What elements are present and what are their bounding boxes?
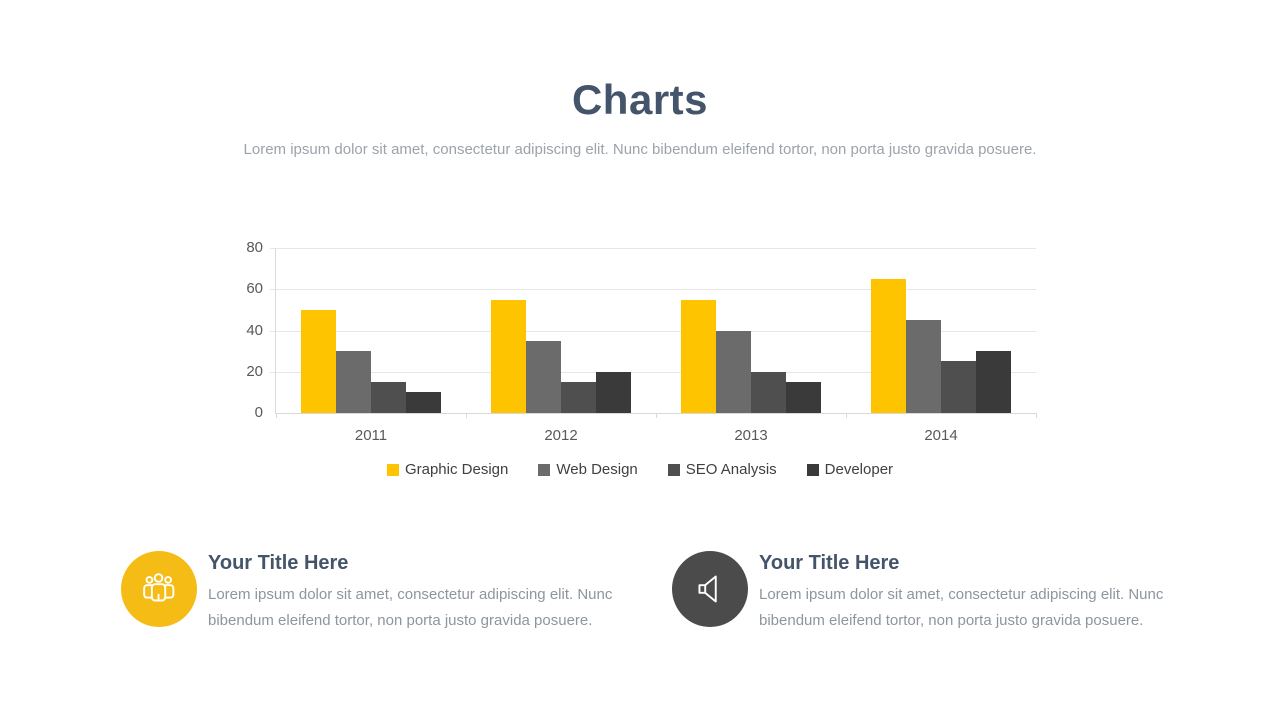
feature-body: Lorem ipsum dolor sit amet, consectetur … [759, 586, 1164, 629]
speaker-icon [672, 551, 748, 627]
grid-line [270, 371, 1036, 373]
x-axis-tick [656, 413, 657, 418]
x-axis-tick [846, 413, 847, 418]
y-axis-label: 0 [254, 404, 263, 421]
x-axis-tick [276, 413, 277, 418]
bar [681, 299, 716, 413]
x-axis-tick [466, 413, 467, 418]
y-axis-label: 60 [246, 280, 263, 298]
x-axis-label: 2013 [734, 427, 768, 444]
legend-item: SEO Analysis [667, 461, 777, 478]
bar [716, 330, 751, 413]
y-axis-label: 80 [246, 239, 263, 256]
legend-swatch [386, 463, 399, 476]
legend-label: Web Design [556, 461, 638, 478]
x-axis-label: 2014 [924, 427, 958, 444]
legend-item: Web Design [538, 461, 638, 478]
feature-block: Your Title Here Lorem ipsum dolor sit am… [208, 551, 650, 634]
feature-title: Your Title Here [208, 552, 349, 574]
feature-block: Your Title Here Lorem ipsum dolor sit am… [759, 551, 1201, 634]
y-axis-label: 20 [246, 362, 263, 380]
bar [786, 382, 821, 413]
bar [371, 382, 406, 413]
bar [941, 361, 976, 413]
page-title: Charts [571, 76, 709, 123]
legend-swatch [538, 463, 551, 476]
bar [751, 371, 786, 413]
legend-item: Developer [806, 461, 894, 478]
chart-plot-area: 0 20 40 60 80 2011 2012 2013 2014 [246, 239, 1037, 444]
grid-line [270, 289, 1036, 291]
legend-label: Developer [824, 461, 894, 478]
grid-line [270, 248, 1036, 249]
grid-line [270, 330, 1036, 332]
bar [336, 351, 371, 413]
legend-swatch [806, 463, 819, 476]
x-axis-tick [1036, 413, 1037, 418]
legend-swatch [667, 463, 680, 476]
bar [406, 392, 441, 413]
legend-item: Graphic Design [386, 461, 509, 478]
feature-title: Your Title Here [759, 552, 900, 574]
bar [976, 351, 1011, 413]
x-axis-label: 2012 [544, 427, 578, 444]
bar [526, 340, 561, 413]
bar [301, 309, 336, 413]
bar [871, 278, 906, 413]
chart-legend: Graphic Design Web Design SEO Analysis Deve… [0, 461, 1280, 478]
y-axis-label: 40 [246, 321, 263, 339]
legend-label: SEO Analysis [685, 461, 777, 478]
feature-body: Lorem ipsum dolor sit amet, consectetur … [208, 586, 613, 629]
bar [596, 371, 631, 413]
bar [906, 320, 941, 413]
x-axis-label: 2011 [354, 427, 388, 444]
people-group-icon [121, 551, 197, 627]
page-subtitle: Lorem ipsum dolor sit amet, consectetur … [243, 141, 1037, 158]
bar [561, 382, 596, 413]
legend-label: Graphic Design [404, 461, 509, 478]
bar [491, 299, 526, 413]
